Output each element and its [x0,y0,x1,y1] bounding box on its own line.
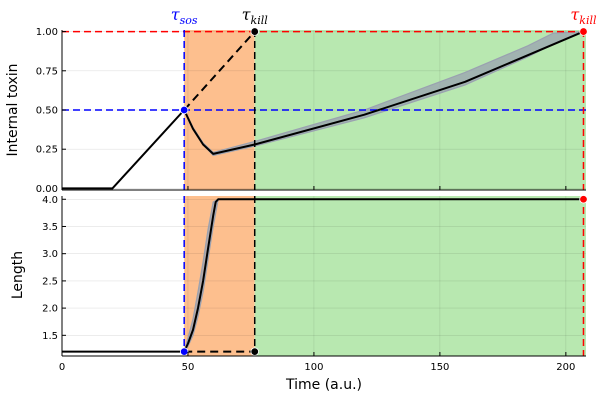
y-tick-label: 1.5 [42,331,58,342]
tau-annotations: τsos τkill τkill [171,5,597,27]
y-tick-label: 0.50 [36,106,58,117]
y-tick-label: 3.5 [42,222,58,233]
bottom-ylabel: Length [10,251,26,299]
series-line-solid [62,198,586,353]
marker-point [179,347,189,356]
y-tick-label: 0.00 [36,184,58,195]
marker-point [179,105,189,115]
tau-label-kill: τkill [570,5,597,27]
y-tick-label: 2.0 [42,304,58,315]
marker-point [250,27,259,36]
y-tick-label: 0.25 [36,145,58,156]
x-tick-label: 150 [430,362,449,373]
x-tick-label: 100 [304,362,323,373]
y-tick-label: 4.0 [42,195,58,206]
marker-point [579,195,588,204]
x-tick-label: 200 [556,362,575,373]
tau-label-sos: τsos [171,5,198,27]
x-tick-label: 50 [182,362,195,373]
top-panel: 0.00 0.25 0.50 0.75 1.00 [36,27,588,195]
marker-point [250,347,259,356]
x-tick-label: 0 [59,362,65,373]
series-line-solid [62,30,584,190]
marker-point [579,27,588,36]
y-tick-label: 3.0 [42,249,58,260]
y-tick-label: 1.00 [36,27,58,38]
y-tick-label: 2.5 [42,276,58,287]
region-green [254,196,586,356]
region-orange [184,196,255,356]
top-ylabel: Internal toxin [5,63,21,156]
series-line-dashed [183,30,256,111]
tau-label-kill: τkill [242,5,269,27]
bottom-panel: 1.5 2.0 2.5 3.0 3.5 4.0 0 50 100 150 200 [42,195,588,373]
xlabel: Time (a.u.) [285,377,362,393]
y-tick-label: 0.75 [36,66,58,77]
